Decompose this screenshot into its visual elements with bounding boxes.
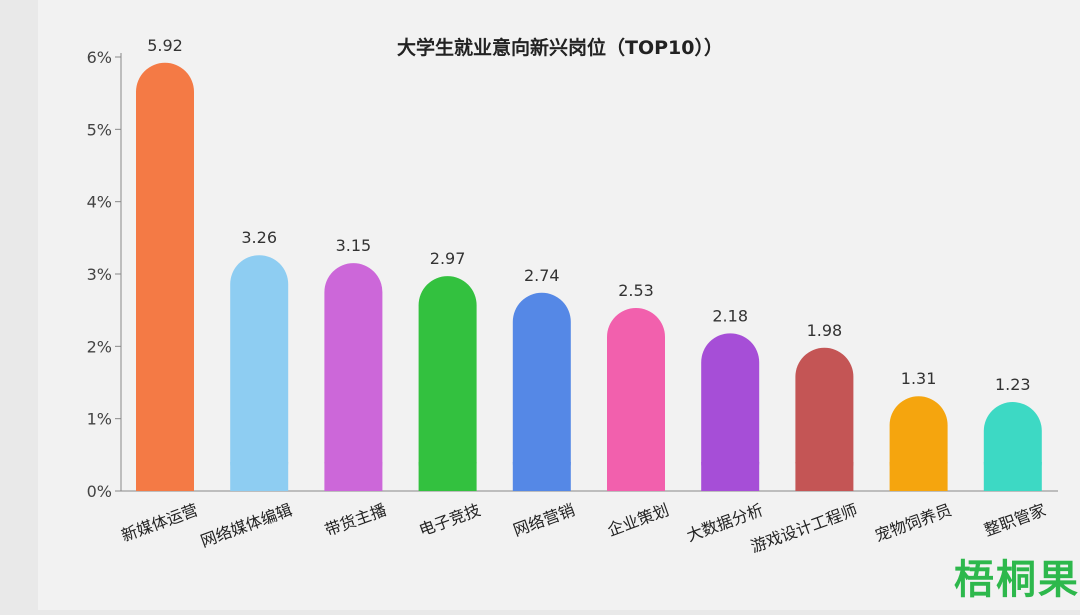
watermark-logo: 梧桐果 (954, 557, 1080, 603)
bar (607, 307, 665, 491)
y-tick-label: 3% (87, 265, 112, 284)
y-tick-label: 1% (87, 410, 112, 429)
chart-title: 大学生就业意向新兴岗位（TOP10）） (397, 36, 723, 59)
data-label: 2.53 (618, 281, 654, 300)
bar-base (701, 462, 760, 491)
data-label: 1.31 (901, 369, 937, 388)
bar (512, 292, 571, 491)
y-tick-label: 2% (87, 337, 112, 356)
x-tick-label: 新媒体运营 (119, 500, 201, 545)
data-label: 3.15 (336, 236, 372, 255)
x-tick-label: 网络营销 (511, 500, 578, 540)
data-label: 5.92 (147, 36, 183, 55)
x-tick-label: 游戏设计工程师 (748, 500, 860, 556)
bar (230, 255, 289, 491)
bar-base (418, 462, 477, 491)
data-label: 1.98 (807, 321, 843, 340)
x-tick-label: 电子竞技 (416, 500, 483, 540)
bar-base (324, 462, 383, 491)
x-tick-label: 带货主播 (322, 500, 389, 540)
x-tick-label: 网络媒体编辑 (198, 500, 295, 551)
x-tick-label: 整职管家 (982, 500, 1049, 540)
data-label: 2.97 (430, 249, 466, 268)
data-label: 2.18 (712, 306, 748, 325)
data-label: 2.74 (524, 266, 560, 285)
bar-base (889, 462, 948, 491)
x-tick-label: 企业策划 (605, 500, 672, 540)
bar (418, 276, 477, 491)
bar (795, 347, 854, 491)
bar-base (512, 462, 571, 491)
bar-base (795, 462, 854, 491)
data-label: 3.26 (241, 228, 277, 247)
bar (324, 263, 383, 491)
bar-base (983, 462, 1042, 491)
bar-base (136, 462, 194, 491)
data-label: 1.23 (995, 375, 1031, 394)
value-labels: 5.92 3.26 3.15 2.97 2.74 2.53 2.18 1.98 1.31 1.23 (147, 36, 1030, 394)
x-tick-labels: 新媒体运营网络媒体编辑 带货主播 电子竞技 网络营销 企业策划 大数据分析游戏设计工程师宠… (119, 500, 1048, 556)
bar (701, 333, 760, 491)
bars (136, 62, 1042, 491)
y-tick-label: 5% (87, 120, 112, 139)
y-tick-label: 0% (87, 482, 112, 501)
y-tick-label: 6% (87, 48, 112, 67)
y-tick-label: 4% (87, 193, 112, 212)
x-tick-label: 宠物饲养员 (872, 500, 954, 545)
bar-base (607, 462, 665, 491)
bar-base (230, 462, 289, 491)
bar (136, 62, 194, 491)
